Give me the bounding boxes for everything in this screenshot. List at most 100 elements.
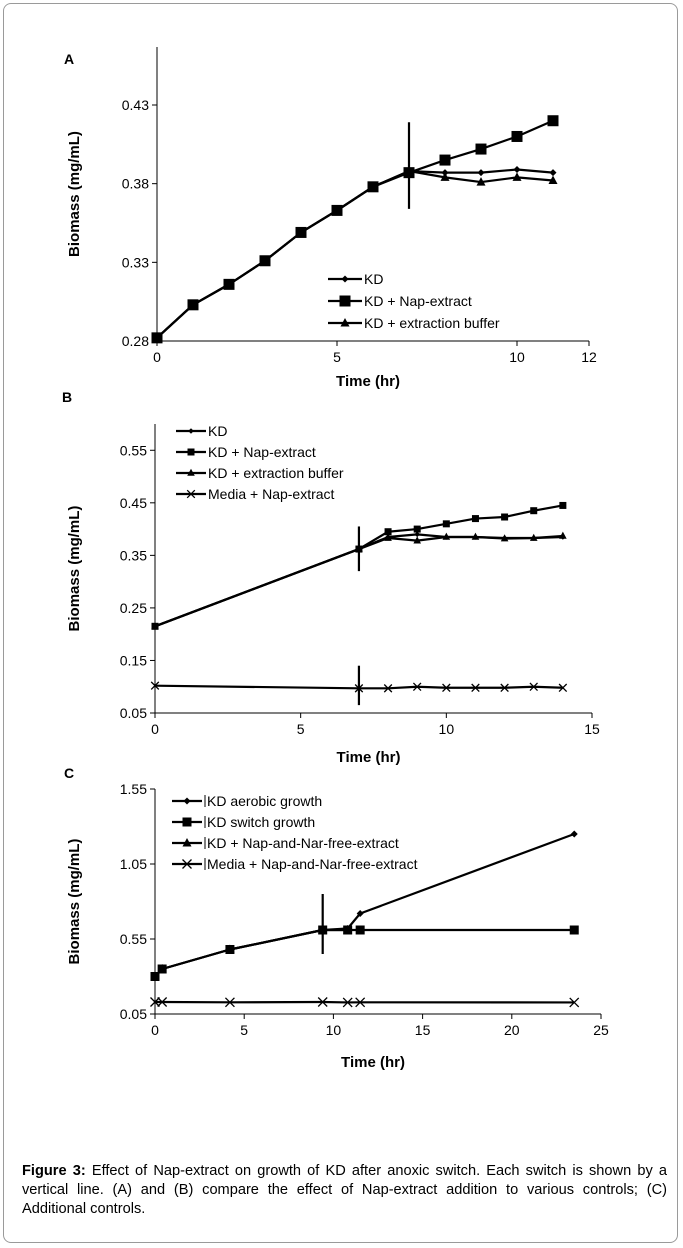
x-tick-label: 25 <box>593 1022 609 1038</box>
legend-label: KD + extraction buffer <box>208 465 344 481</box>
legend-label: KD <box>364 271 383 287</box>
data-point-diamond <box>385 534 391 540</box>
data-point-square <box>475 143 487 155</box>
data-point-diamond <box>153 334 161 342</box>
page-border <box>3 3 678 1243</box>
data-point-square <box>547 115 559 127</box>
data-point-square <box>442 520 450 528</box>
data-point-cross <box>342 997 353 1008</box>
x-tick-label: 10 <box>509 349 525 365</box>
y-tick-label: 0.55 <box>120 442 147 458</box>
y-tick-label: 0.55 <box>120 931 147 947</box>
legend-marker-triangle <box>340 318 350 327</box>
data-point-cross <box>224 997 235 1008</box>
x-tick-label: 15 <box>415 1022 431 1038</box>
series-line-2 <box>156 169 554 339</box>
data-point-diamond <box>530 535 537 541</box>
y-tick-label: 0.15 <box>120 652 147 668</box>
data-point-square <box>355 925 365 935</box>
x-tick-label: 10 <box>326 1022 342 1038</box>
data-point-diamond <box>152 623 158 630</box>
legend-marker-square <box>187 448 195 456</box>
legend-marker-cross <box>186 489 196 499</box>
data-point-diamond <box>225 280 233 288</box>
data-point-square <box>511 130 523 142</box>
data-point-diamond <box>297 228 305 236</box>
data-point-diamond <box>570 830 578 838</box>
data-point-diamond <box>261 257 269 265</box>
x-tick-label: 0 <box>151 721 159 737</box>
legend-marker-triangle <box>182 838 192 847</box>
caption-label: Figure 3: <box>22 1163 86 1179</box>
x-tick-label: 12 <box>581 349 597 365</box>
legend-label: Media + Nap-and-Nar-free-extract <box>207 856 418 872</box>
y-tick-label: 1.05 <box>120 856 147 872</box>
legend: KD KD + Nap-extract KD + extraction buffer <box>328 271 500 331</box>
legend-label: KD + Nap-extract <box>364 293 472 309</box>
x-axis-label: Time (hr) <box>341 1054 405 1071</box>
y-tick-label: 0.45 <box>120 495 147 511</box>
legend-label: KD <box>208 423 227 439</box>
data-point-triangle <box>440 172 450 181</box>
data-point-diamond <box>344 925 352 932</box>
legend-marker-square <box>182 817 192 827</box>
data-point-triangle <box>512 172 522 181</box>
y-tick-label: 0.05 <box>120 705 147 721</box>
data-point-diamond <box>369 183 377 191</box>
panel-a: A 0.28 0.33 0.38 0.43 0 5 10 12 Time (hr) Biomass … <box>64 47 597 390</box>
y-axis-label: Biomass (mg/mL) <box>66 839 83 965</box>
data-point-square <box>569 925 579 935</box>
legend-label: KD aerobic growth <box>207 793 322 809</box>
series-line-0 <box>156 168 554 339</box>
data-point-square <box>530 507 538 515</box>
data-point-square <box>439 154 451 166</box>
legend-label: KD switch growth <box>207 814 315 830</box>
panel-b: B 0.05 0.15 0.25 0.35 0.45 0.55 0 5 10 15 Time (hr)… <box>62 389 600 766</box>
legend-marker-diamond <box>341 275 349 283</box>
data-point-diamond <box>501 535 508 541</box>
legend-marker-diamond <box>183 797 191 805</box>
x-tick-label: 5 <box>333 349 341 365</box>
x-tick-label: 15 <box>584 721 600 737</box>
x-tick-label: 0 <box>151 1022 159 1038</box>
y-tick-label: 1.55 <box>120 781 147 797</box>
legend-marker-cross <box>182 859 192 869</box>
series-group <box>151 115 559 344</box>
data-point-cross <box>471 683 480 693</box>
legend-label: Media + Nap-extract <box>208 486 335 502</box>
data-point-square <box>501 513 509 521</box>
panel-c-letter: C <box>64 765 74 781</box>
data-point-diamond <box>549 169 557 177</box>
data-point-diamond <box>443 534 450 540</box>
x-axis-label: Time (hr) <box>336 373 400 390</box>
panel-b-letter: B <box>62 389 72 405</box>
legend-marker-diamond <box>188 428 194 434</box>
data-point-cross <box>558 683 568 693</box>
data-point-cross <box>383 684 393 693</box>
data-point-square <box>384 528 392 536</box>
legend: KD KD + Nap-extract KD + extraction buffer… <box>176 423 344 502</box>
y-axis-label: Biomass (mg/mL) <box>66 506 83 632</box>
data-point-diamond <box>477 169 485 177</box>
x-tick-label: 5 <box>240 1022 248 1038</box>
data-point-cross <box>355 997 366 1008</box>
data-point-diamond <box>441 169 449 177</box>
y-tick-label: 0.38 <box>122 176 149 192</box>
legend-marker-square <box>339 295 351 307</box>
data-point-diamond <box>560 534 566 540</box>
data-point-square <box>471 515 479 523</box>
data-point-triangle <box>413 536 421 544</box>
data-point-cross <box>569 997 580 1008</box>
x-tick-label: 0 <box>153 349 161 365</box>
y-axis-label: Biomass (mg/mL) <box>66 131 83 257</box>
data-point-cross <box>529 682 538 691</box>
data-point-cross <box>157 997 168 1007</box>
data-point-triangle <box>476 177 486 186</box>
caption-text: Effect of Nap-extract on growth of KD af… <box>22 1163 667 1217</box>
data-point-cross <box>150 681 160 690</box>
legend-label: KD + extraction buffer <box>364 315 500 331</box>
data-point-diamond <box>513 166 521 174</box>
data-point-diamond <box>226 946 234 953</box>
legend-marker-triangle <box>187 468 195 476</box>
data-point-cross <box>150 997 160 1007</box>
